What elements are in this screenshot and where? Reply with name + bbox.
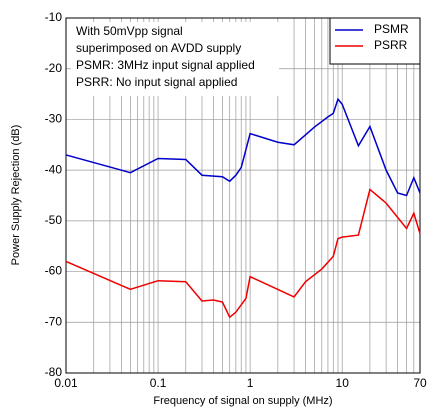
- x-tick-label: 0.1: [150, 376, 167, 390]
- x-axis-label: Frequency of signal on supply (MHz): [153, 395, 332, 407]
- y-tick-label: -70: [45, 314, 63, 328]
- y-tick-label: -60: [45, 264, 63, 278]
- annotation-box: [71, 22, 279, 96]
- annotation: PSRR: No input signal applied: [76, 75, 237, 89]
- legend-box: [329, 17, 421, 65]
- line: [65, 188, 421, 319]
- x-tick-label: 1: [247, 376, 254, 390]
- legend-label: PSRR: [374, 38, 408, 52]
- x-tick-label: 0.01: [54, 376, 78, 390]
- legend-label: PSMR: [374, 22, 409, 36]
- x-tick-label: 70: [413, 376, 427, 390]
- annotation: With 50mVpp signal: [76, 24, 183, 38]
- y-tick-label: -50: [45, 213, 63, 227]
- y-tick-label: -80: [45, 365, 63, 379]
- y-tick-label: -40: [45, 162, 63, 176]
- line: [65, 97, 421, 197]
- x-tick-label: 10: [336, 376, 350, 390]
- annotation: superimposed on AVDD supply: [76, 41, 241, 55]
- plot-frame: [65, 17, 421, 374]
- y-axis-label: Power Supply Rejection (dB): [10, 125, 22, 266]
- y-tick-label: -20: [45, 61, 63, 75]
- y-tick-label: -10: [45, 10, 63, 24]
- y-tick-label: -30: [45, 112, 63, 126]
- annotation: PSMR: 3MHz input signal applied: [76, 58, 255, 72]
